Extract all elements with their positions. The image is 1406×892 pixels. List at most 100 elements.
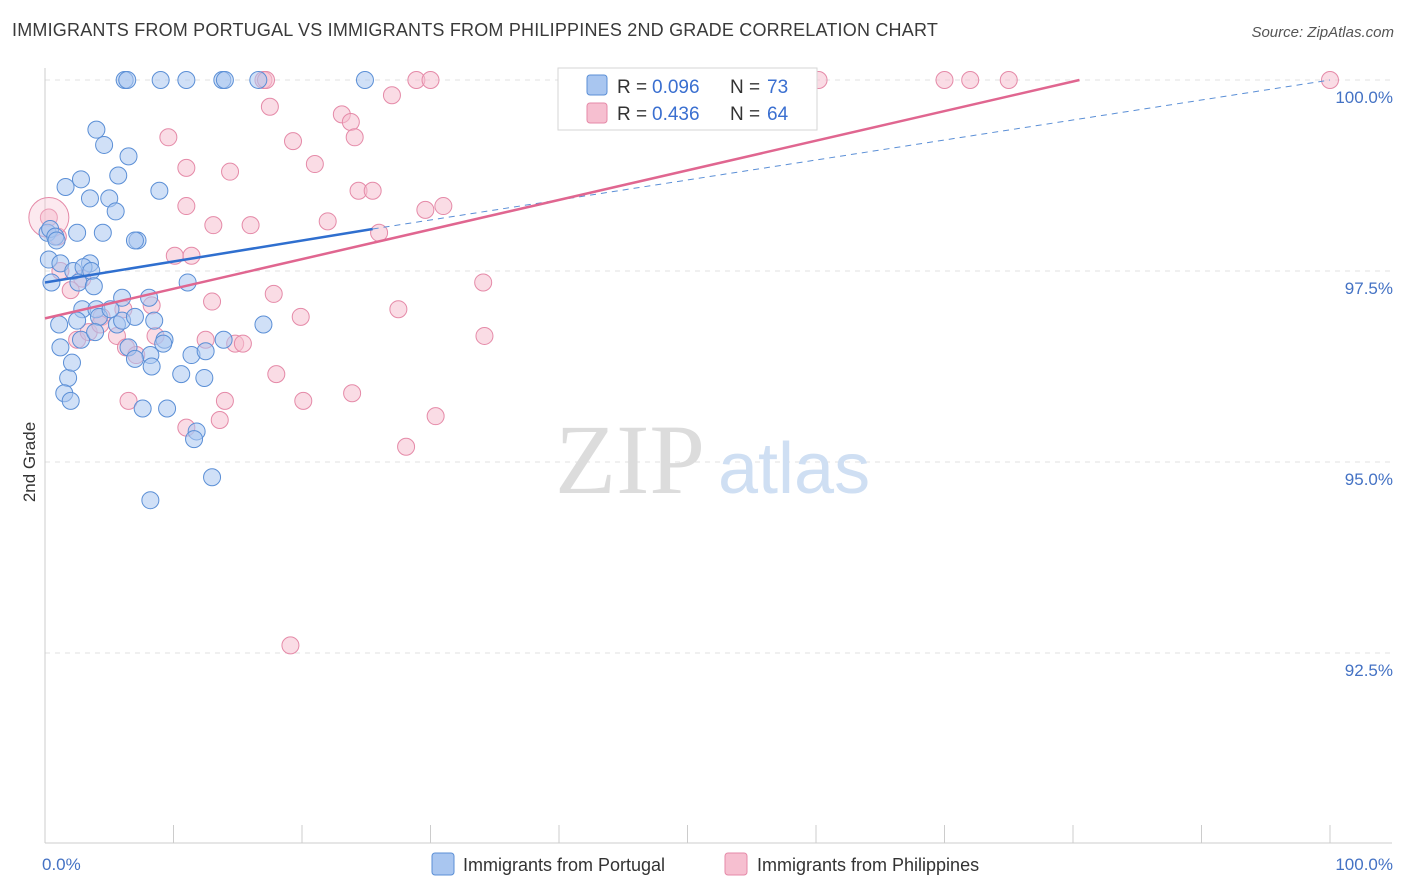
point-portugal-5	[215, 71, 234, 89]
point-portugal-2	[151, 71, 170, 89]
point-portugal-17	[80, 189, 99, 208]
point-portugal-12	[71, 170, 90, 189]
point-portugal-7	[355, 71, 374, 89]
point-portugal-37	[50, 315, 69, 334]
point-philippines-10	[260, 97, 279, 116]
point-portugal-21	[68, 223, 87, 242]
point-portugal-65	[203, 468, 222, 487]
point-portugal-62	[158, 399, 177, 418]
point-philippines-36	[203, 292, 222, 311]
point-philippines-41	[291, 307, 310, 326]
point-portugal-3	[177, 71, 196, 89]
watermark: ZIP atlas	[555, 404, 870, 515]
point-philippines-18	[221, 162, 240, 181]
point-portugal-60	[61, 391, 80, 410]
point-portugal-13	[109, 166, 128, 185]
point-philippines-49	[233, 334, 252, 353]
point-philippines-8	[1321, 71, 1339, 89]
point-portugal-43	[145, 311, 164, 330]
point-philippines-21	[177, 197, 196, 216]
point-philippines-12	[341, 113, 360, 132]
point-portugal-53	[254, 315, 273, 334]
point-philippines-9	[382, 86, 401, 105]
point-portugal-54	[59, 368, 78, 387]
point-portugal-58	[172, 365, 191, 384]
point-philippines-5	[935, 71, 954, 89]
point-philippines-53	[343, 384, 362, 403]
legend-swatch-philippines	[586, 102, 608, 124]
point-philippines-14	[345, 128, 364, 147]
point-portugal-38	[68, 311, 87, 330]
point-portugal-51	[196, 342, 215, 361]
legend-n-value-portugal: 73	[767, 77, 788, 98]
watermark-zip: ZIP	[555, 404, 705, 515]
point-portugal-16	[106, 202, 125, 221]
legend-r-label-portugal: R =	[617, 77, 647, 98]
point-philippines-22	[416, 200, 435, 219]
point-portugal-57	[142, 357, 161, 376]
series-philippines-points	[28, 71, 1339, 655]
point-portugal-10	[119, 147, 138, 166]
point-philippines-26	[241, 216, 260, 235]
point-philippines-60	[397, 437, 416, 456]
point-portugal-71	[154, 334, 173, 353]
point-philippines-52	[267, 365, 286, 384]
point-philippines-25	[204, 216, 223, 235]
point-philippines-3	[421, 71, 440, 89]
y-tick-labels: 100.0% 97.5% 95.0% 92.5%	[1335, 88, 1393, 680]
point-portugal-33	[178, 273, 197, 292]
y-tick-label-2: 95.0%	[1345, 470, 1393, 489]
legend-swatch-portugal	[586, 74, 608, 96]
point-philippines-37	[474, 273, 493, 292]
series-legend-swatch-portugal	[431, 852, 455, 876]
point-portugal-8	[87, 120, 106, 139]
chart-title: IMMIGRANTS FROM PORTUGAL VS IMMIGRANTS F…	[12, 20, 939, 40]
legend-r-value-philippines: 0.436	[652, 104, 700, 125]
point-portugal-14	[150, 181, 169, 200]
y-tick-label-0: 100.0%	[1335, 88, 1393, 107]
point-philippines-31	[182, 246, 201, 265]
point-portugal-44	[51, 338, 70, 357]
point-portugal-61	[133, 399, 152, 418]
point-portugal-66	[141, 491, 160, 510]
point-portugal-46	[86, 323, 105, 342]
x-tick-label-0: 0.0%	[42, 855, 81, 874]
point-portugal-68	[47, 231, 66, 250]
point-philippines-7	[999, 71, 1018, 89]
series-legend-label-philippines: Immigrants from Philippines	[757, 855, 979, 875]
point-philippines-58	[210, 410, 229, 429]
point-philippines-55	[215, 391, 234, 410]
trend-lines	[44, 78, 1331, 320]
point-philippines-50	[475, 326, 494, 345]
point-portugal-69	[84, 277, 103, 296]
point-philippines-54	[119, 391, 138, 410]
point-philippines-16	[305, 155, 324, 174]
point-portugal-52	[214, 330, 233, 349]
legend-n-value-philippines: 64	[767, 104, 789, 125]
trend-philippines	[44, 78, 1080, 320]
stats-legend: R = 0.096 N = 73 R = 0.436 N = 64	[557, 67, 818, 131]
point-philippines-57	[426, 407, 445, 426]
point-philippines-24	[318, 212, 337, 231]
point-philippines-40	[389, 300, 408, 319]
legend-n-label-portugal: N =	[730, 77, 760, 98]
trend-portugal	[44, 227, 373, 284]
point-portugal-11	[56, 177, 75, 196]
point-philippines-6	[961, 71, 980, 89]
series-legend-swatch-philippines	[724, 852, 748, 876]
point-portugal-22	[93, 223, 112, 242]
point-portugal-6	[249, 71, 268, 89]
point-philippines-20	[363, 181, 382, 200]
point-portugal-42	[125, 307, 144, 326]
point-portugal-9	[95, 135, 114, 154]
point-portugal-56	[125, 349, 144, 368]
y-tick-label-3: 92.5%	[1345, 661, 1393, 680]
point-portugal-45	[71, 330, 90, 349]
point-philippines-23	[434, 197, 453, 216]
series-legend-label-portugal: Immigrants from Portugal	[463, 855, 665, 875]
legend-r-label-philippines: R =	[617, 104, 647, 125]
point-portugal-64	[185, 430, 204, 449]
axes	[44, 68, 1392, 844]
y-axis-title: 2nd Grade	[20, 422, 39, 502]
